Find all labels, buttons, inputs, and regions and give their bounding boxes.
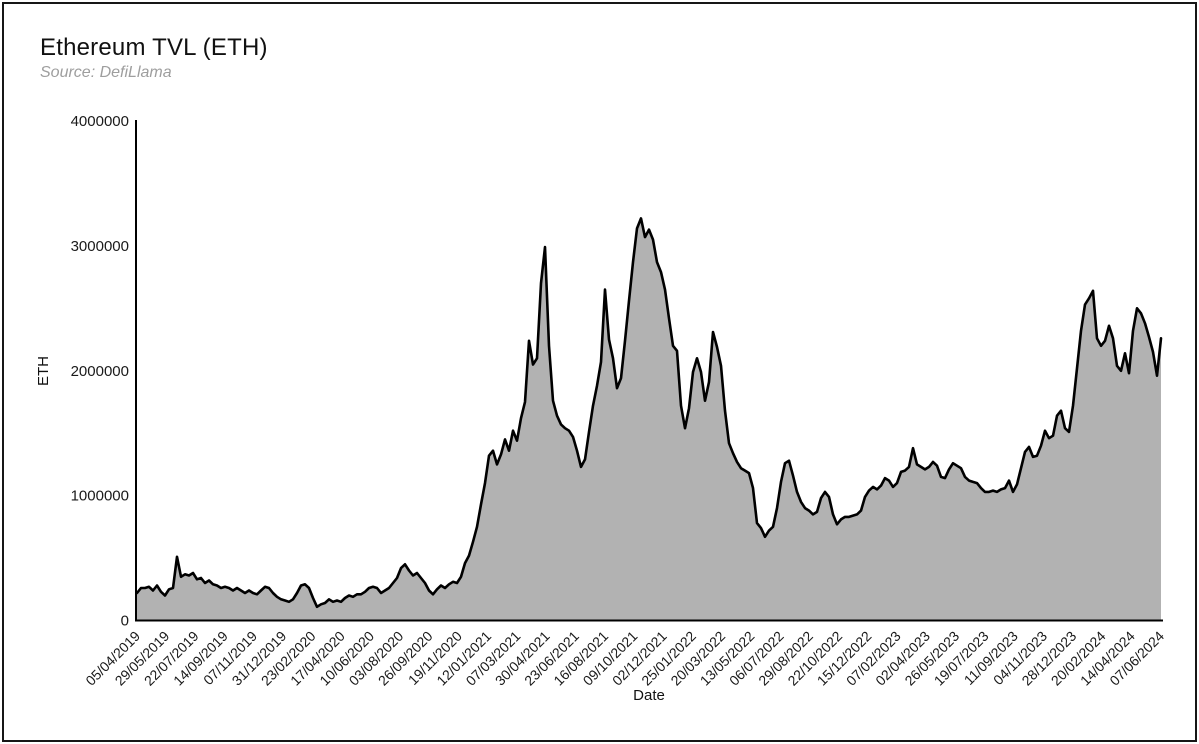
x-axis-title: Date [633, 687, 665, 704]
chart-title: Ethereum TVL (ETH) [40, 34, 268, 61]
plot-area [135, 217, 1163, 621]
y-tick-label: 3000000 [71, 238, 129, 255]
y-axis-title: ETH [35, 356, 52, 386]
y-tick-label: 1000000 [71, 488, 129, 505]
y-tick-label: 4000000 [71, 113, 129, 130]
y-tick-label: 2000000 [71, 363, 129, 380]
line-series [135, 217, 1163, 609]
y-tick-label: 0 [121, 613, 129, 630]
chart-subtitle: Source: DefiLlama [40, 64, 172, 81]
area-fill [137, 218, 1161, 621]
x-tick-labels: 05/04/201929/05/201922/07/201914/09/2019… [82, 628, 1167, 689]
y-tick-labels: 0 1000000 2000000 3000000 4000000 [71, 113, 129, 630]
